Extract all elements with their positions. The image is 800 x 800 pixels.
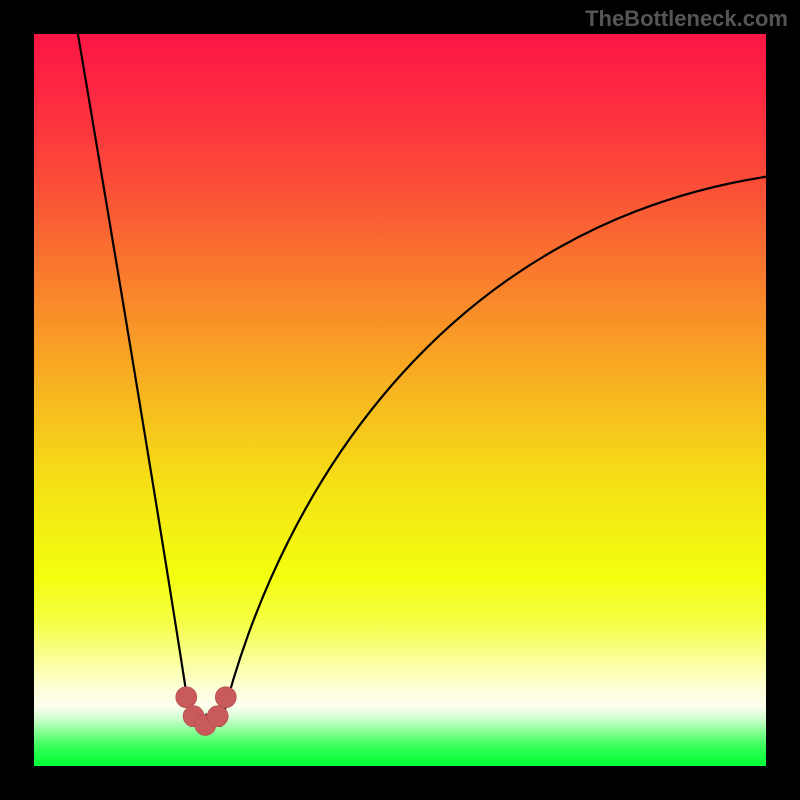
valley-marker xyxy=(215,687,236,708)
chart-background-gradient xyxy=(34,34,766,766)
chart-svg xyxy=(34,34,766,766)
chart-plot-area xyxy=(34,34,766,766)
valley-marker xyxy=(176,687,197,708)
valley-marker xyxy=(207,706,228,727)
watermark-text: TheBottleneck.com xyxy=(585,6,788,32)
